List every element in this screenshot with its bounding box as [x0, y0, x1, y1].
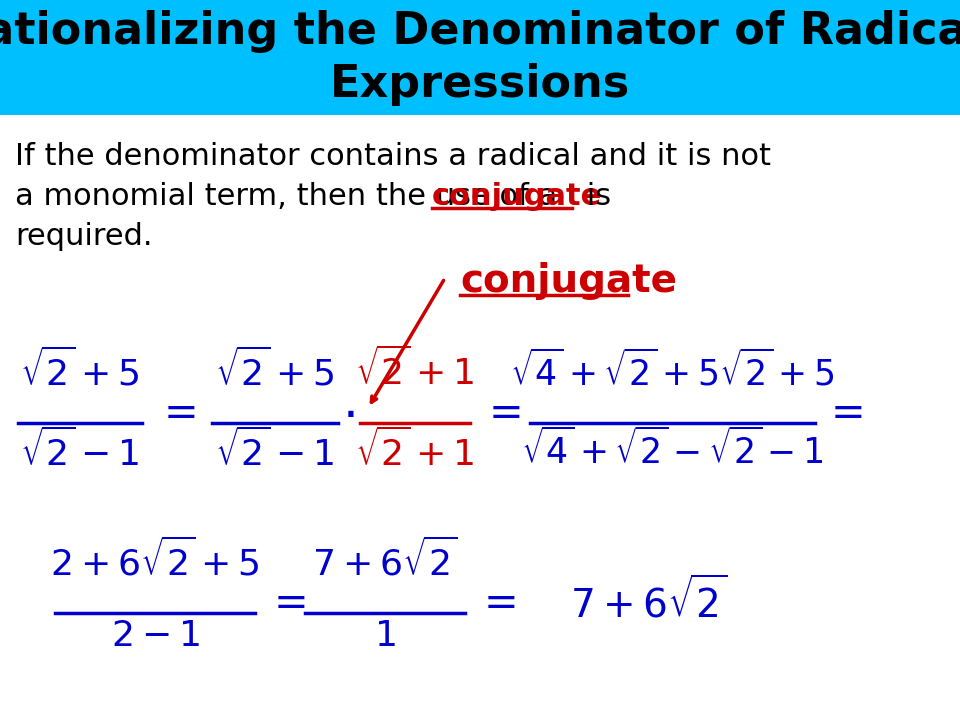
Text: $\sqrt{2}-1$: $\sqrt{2}-1$ [215, 429, 335, 473]
Text: $\sqrt{2}+1$: $\sqrt{2}+1$ [355, 429, 474, 473]
Text: $\sqrt{2}+1$: $\sqrt{2}+1$ [355, 348, 474, 392]
Text: $=$: $=$ [480, 390, 520, 432]
Text: $=$: $=$ [822, 390, 862, 432]
Text: $7+6\sqrt{2}$: $7+6\sqrt{2}$ [312, 538, 458, 582]
Text: $\sqrt{4}+\sqrt{2}-\sqrt{2}-1$: $\sqrt{4}+\sqrt{2}-\sqrt{2}-1$ [520, 429, 824, 472]
Text: $=$: $=$ [265, 580, 305, 622]
Text: $1$: $1$ [374, 619, 396, 653]
Text: conjugate: conjugate [460, 262, 677, 300]
Text: $\cdot$: $\cdot$ [342, 391, 354, 439]
Text: required.: required. [15, 222, 153, 251]
Text: $\sqrt{2}+5$: $\sqrt{2}+5$ [215, 348, 335, 392]
Text: $=$: $=$ [155, 390, 196, 432]
Text: conjugate: conjugate [432, 182, 602, 211]
Text: a monomial term, then the use of a: a monomial term, then the use of a [15, 182, 567, 211]
Text: If the denominator contains a radical and it is not: If the denominator contains a radical an… [15, 142, 771, 171]
Text: $\sqrt{2}+5$: $\sqrt{2}+5$ [20, 348, 140, 392]
Text: $\sqrt{4}+\sqrt{2}+5\sqrt{2}+5$: $\sqrt{4}+\sqrt{2}+5\sqrt{2}+5$ [510, 350, 834, 392]
Text: Rationalizing the Denominator of Radicals
Expressions: Rationalizing the Denominator of Radical… [0, 10, 960, 106]
Text: $\sqrt{2}-1$: $\sqrt{2}-1$ [20, 429, 139, 473]
FancyBboxPatch shape [0, 0, 960, 115]
Text: $=$: $=$ [475, 580, 516, 622]
Text: $7+6\sqrt{2}$: $7+6\sqrt{2}$ [570, 577, 728, 625]
Text: is: is [577, 182, 612, 211]
Text: $2-1$: $2-1$ [110, 619, 200, 653]
Text: $2+6\sqrt{2}+5$: $2+6\sqrt{2}+5$ [50, 538, 260, 582]
